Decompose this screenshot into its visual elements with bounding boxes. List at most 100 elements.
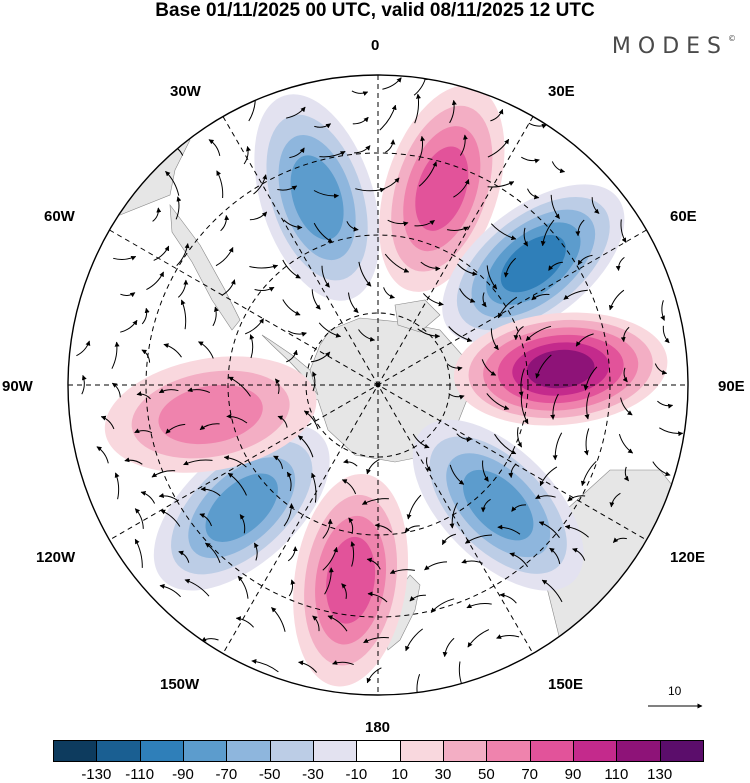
wind-vector (134, 508, 144, 529)
wind-vector (615, 257, 625, 271)
wind-vector (548, 261, 563, 271)
wind-vector (289, 147, 305, 159)
anomaly-contour (290, 155, 344, 240)
wind-vector (423, 293, 444, 307)
wind-vector (310, 351, 331, 363)
wind-vector (441, 533, 457, 546)
wind-vector (623, 466, 629, 482)
lon-label-120w: 120W (36, 549, 76, 566)
wind-vector (389, 569, 415, 574)
wind-vector (282, 299, 301, 316)
wind-vector (178, 550, 190, 563)
wind-vector (187, 387, 211, 394)
wind-vector (237, 575, 249, 599)
wind-vector (550, 194, 560, 219)
wind-vector (406, 494, 422, 520)
wind-vector (446, 226, 469, 232)
wind-vectors (76, 75, 684, 695)
anomaly-purple-90E (453, 312, 668, 426)
wind-vector (487, 181, 515, 188)
wind-vector (417, 328, 441, 339)
colorbar-tick-label: 30 (434, 766, 452, 783)
wind-vector (654, 363, 668, 375)
wind-vector (324, 567, 334, 595)
anomaly-blue-30W (254, 94, 380, 301)
wind-vector (223, 455, 247, 468)
wind-vector (662, 325, 670, 344)
wind-vector (199, 423, 220, 431)
wind-vector (249, 334, 255, 359)
wind-vector (453, 179, 470, 198)
wind-vector (584, 392, 590, 420)
wind-vector (221, 279, 236, 296)
colorbar-segment (443, 740, 488, 762)
colorbar-segment (183, 740, 228, 762)
wind-vector (287, 330, 307, 337)
wind-vector (508, 463, 517, 478)
wind-vector (350, 541, 356, 567)
colorbar-segment (659, 740, 704, 762)
wind-vector (482, 460, 489, 482)
wind-vector (540, 219, 555, 247)
colorbar-segment (53, 740, 98, 762)
wind-vector (249, 264, 279, 270)
brand-mark: © (728, 33, 736, 43)
wind-vector (521, 156, 540, 164)
wind-vector (332, 660, 354, 666)
colorbar-tick-label: 110 (604, 766, 629, 783)
colorbar-tick-label: -90 (172, 766, 194, 783)
colorbar-segment (313, 740, 358, 762)
wind-vector (165, 171, 180, 196)
wind-vector (608, 289, 625, 311)
anomaly-blue-130E (412, 419, 584, 591)
wind-vector (114, 472, 120, 500)
wind-vector (141, 349, 151, 363)
wind-vector (622, 367, 628, 383)
wind-vector (577, 254, 593, 266)
wind-vector (151, 470, 176, 478)
wind-vector (575, 219, 585, 237)
wind-vector (343, 458, 358, 467)
wind-vector (387, 219, 409, 227)
wind-vector (659, 427, 684, 437)
anomaly-blue-130W (153, 424, 330, 591)
wind-vector (449, 502, 458, 529)
colorbar-tick-label: -50 (258, 766, 281, 783)
wind-vector (226, 413, 248, 424)
wind-vector (449, 99, 457, 124)
wind-vector (136, 391, 151, 400)
wind-vector (200, 486, 221, 497)
wind-vector (113, 255, 137, 261)
wind-vector (486, 265, 498, 290)
wind-vector (212, 306, 219, 327)
wind-vector (572, 547, 586, 561)
wind-vector (366, 459, 380, 475)
wind-vector (609, 492, 621, 508)
wind-vector (183, 459, 213, 466)
wind-vector (253, 174, 268, 195)
wind-vector (620, 326, 630, 343)
wind-vector (158, 388, 179, 394)
wind-vector (327, 615, 348, 632)
colorbar-segment (226, 740, 271, 762)
wind-vector (382, 77, 402, 90)
wind-vector (175, 196, 182, 220)
colorbar-tick-label: -30 (302, 766, 324, 783)
wind-vector (177, 279, 189, 298)
wind-vector (418, 161, 438, 187)
page-title: Base 01/11/2025 00 UTC, valid 08/11/2025… (155, 0, 595, 21)
wind-vector (448, 393, 465, 400)
wind-vector (612, 537, 628, 543)
lon-label-30e: 30E (548, 83, 575, 100)
colorbar-tick-label: -130 (81, 766, 112, 783)
wind-vector (518, 368, 525, 397)
anomaly-blue-55E (442, 184, 625, 343)
antarctic-peninsula (261, 334, 319, 396)
wind-vector (341, 479, 357, 495)
wind-vector (497, 296, 518, 319)
wind-vector (442, 637, 455, 658)
wind-vector (490, 223, 517, 241)
wind-vector (322, 546, 338, 571)
wind-vector (249, 211, 268, 221)
lon-label-30w: 30W (170, 83, 201, 100)
